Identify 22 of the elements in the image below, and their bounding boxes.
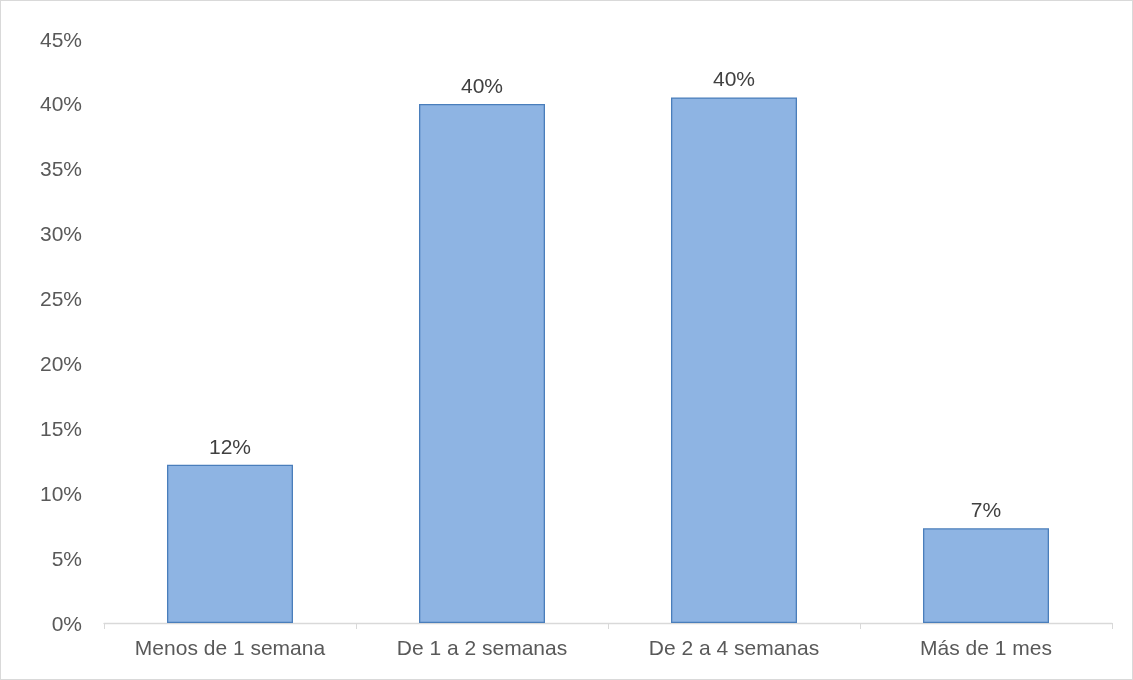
y-tick-label: 20% <box>39 351 82 375</box>
x-tick-label: De 1 a 2 semanas <box>396 636 568 659</box>
data-label: 12% <box>208 434 252 458</box>
x-tick-label: Más de 1 mes <box>920 636 1052 659</box>
x-tick-label: Menos de 1 semana <box>134 636 326 659</box>
bar <box>671 97 797 623</box>
y-tick-label: 10% <box>39 481 82 505</box>
y-tick-label: 15% <box>39 416 82 440</box>
y-tick-label: 40% <box>39 92 82 116</box>
data-label: 40% <box>712 67 756 91</box>
y-tick-label: 30% <box>39 222 82 246</box>
data-label: 7% <box>970 498 1002 522</box>
y-tick-label: 35% <box>39 157 82 181</box>
bar <box>923 528 1049 623</box>
bar <box>167 464 293 623</box>
data-label: 40% <box>460 73 504 97</box>
y-tick-label: 0% <box>51 611 82 635</box>
y-tick-label: 25% <box>39 287 82 311</box>
x-tick-label: De 2 a 4 semanas <box>648 636 820 659</box>
bar <box>419 103 545 623</box>
y-tick-label: 45% <box>39 27 82 51</box>
y-tick-label: 5% <box>51 546 82 570</box>
